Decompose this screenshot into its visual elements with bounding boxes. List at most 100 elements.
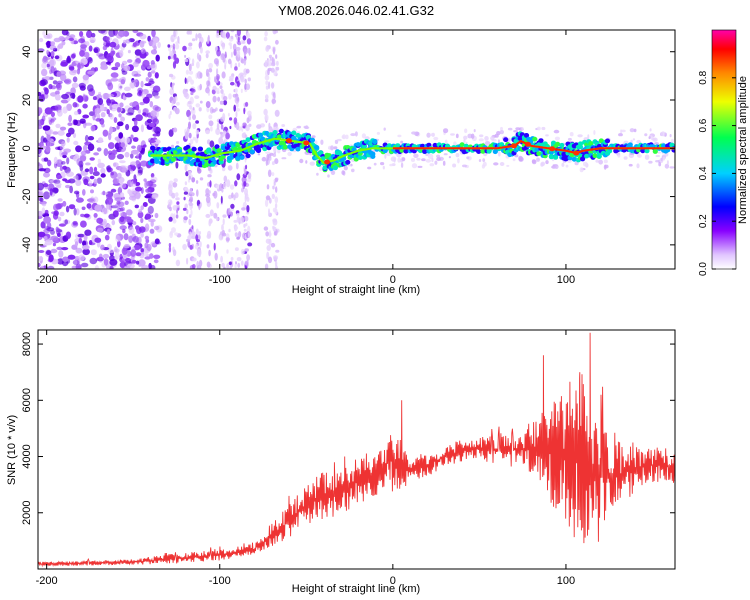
noise-blob: [139, 101, 145, 106]
noise-blob: [222, 214, 227, 218]
noise-blob: [341, 135, 345, 139]
noise-blob: [429, 163, 435, 167]
noise-blob: [216, 202, 220, 209]
noise-blob: [57, 216, 62, 222]
noise-blob: [168, 245, 172, 253]
noise-blob: [58, 159, 62, 164]
noise-blob: [66, 137, 70, 143]
noise-blob: [132, 61, 139, 68]
noise-blob: [43, 236, 48, 240]
noise-blob: [140, 124, 144, 133]
noise-blob: [96, 177, 102, 184]
noise-blob: [154, 72, 159, 79]
ridge-blob: [262, 146, 268, 152]
noise-blob: [172, 82, 175, 86]
noise-blob: [237, 36, 240, 43]
noise-blob: [93, 48, 99, 53]
tick-label: 0: [390, 274, 396, 286]
ridge-blob: [555, 141, 561, 147]
noise-blob: [266, 251, 270, 260]
spectrogram-y-ticks: -40 -20 0 20 40: [21, 46, 675, 253]
noise-blob: [479, 134, 484, 138]
noise-blob: [113, 117, 118, 123]
noise-blob: [129, 102, 135, 107]
tick-label: -200: [36, 274, 58, 286]
noise-blob: [145, 238, 150, 243]
noise-blob: [168, 129, 174, 137]
noise-blob: [109, 258, 118, 266]
ridge-blob: [553, 155, 559, 160]
ridge-blob: [598, 138, 604, 144]
noise-blob: [137, 211, 144, 219]
noise-blob: [117, 30, 126, 37]
noise-blob: [633, 128, 637, 133]
noise-blob: [244, 248, 249, 252]
noise-blob: [93, 178, 98, 184]
noise-blob: [117, 176, 125, 184]
noise-blob: [268, 208, 270, 216]
noise-blob: [257, 153, 261, 156]
noise-blob: [41, 207, 46, 215]
noise-blob: [657, 151, 661, 154]
noise-blob: [191, 110, 194, 114]
noise-blob: [168, 113, 171, 120]
noise-blob: [131, 125, 139, 133]
noise-blob: [82, 144, 88, 152]
noise-blob: [90, 189, 94, 194]
snr-series-line: [38, 332, 675, 568]
noise-blob: [553, 129, 560, 134]
noise-blob: [186, 109, 191, 118]
noise-blob: [191, 177, 196, 183]
noise-blob: [223, 175, 228, 183]
noise-blob: [87, 70, 96, 75]
noise-blob: [192, 257, 197, 262]
noise-blob: [239, 72, 244, 76]
noise-blob: [89, 37, 96, 43]
noise-blob: [75, 175, 79, 181]
noise-blob: [561, 162, 565, 167]
noise-blob: [167, 44, 171, 48]
noise-blob: [71, 265, 80, 269]
noise-blob: [66, 171, 74, 177]
noise-blob: [100, 167, 106, 174]
noise-blob: [100, 244, 105, 251]
noise-blob: [93, 217, 97, 221]
noise-blob: [104, 234, 110, 241]
noise-blob: [184, 181, 188, 186]
noise-blob: [246, 205, 250, 213]
noise-blob: [196, 265, 202, 269]
noise-blob: [266, 184, 270, 190]
noise-blob: [629, 128, 635, 133]
noise-blob: [102, 218, 108, 227]
noise-blob: [206, 261, 211, 268]
noise-blob: [170, 144, 175, 149]
noise-blob: [222, 218, 225, 226]
noise-blob: [623, 156, 628, 160]
ridge-blob: [220, 145, 226, 151]
noise-blob: [94, 265, 99, 269]
noise-blob: [212, 95, 217, 103]
noise-blob: [38, 182, 45, 191]
noise-blob: [127, 49, 131, 54]
noise-blob: [137, 259, 146, 267]
noise-blob: [135, 160, 140, 165]
noise-blob: [66, 157, 70, 165]
noise-blob: [195, 33, 198, 41]
noise-blob: [59, 126, 67, 131]
noise-blob: [309, 161, 315, 166]
noise-blob: [411, 131, 417, 135]
noise-blob: [128, 235, 134, 243]
noise-blob: [144, 180, 148, 189]
noise-blob: [54, 94, 61, 101]
noise-blob: [102, 129, 109, 137]
noise-blob: [64, 219, 68, 225]
noise-blob: [123, 233, 129, 241]
noise-blob: [478, 159, 482, 162]
noise-blob: [47, 159, 52, 167]
noise-blob: [145, 188, 151, 193]
noise-blob: [40, 221, 46, 229]
noise-blob: [43, 183, 49, 188]
noise-blob: [142, 59, 150, 68]
noise-blob: [187, 100, 192, 105]
noise-blob: [569, 132, 574, 137]
